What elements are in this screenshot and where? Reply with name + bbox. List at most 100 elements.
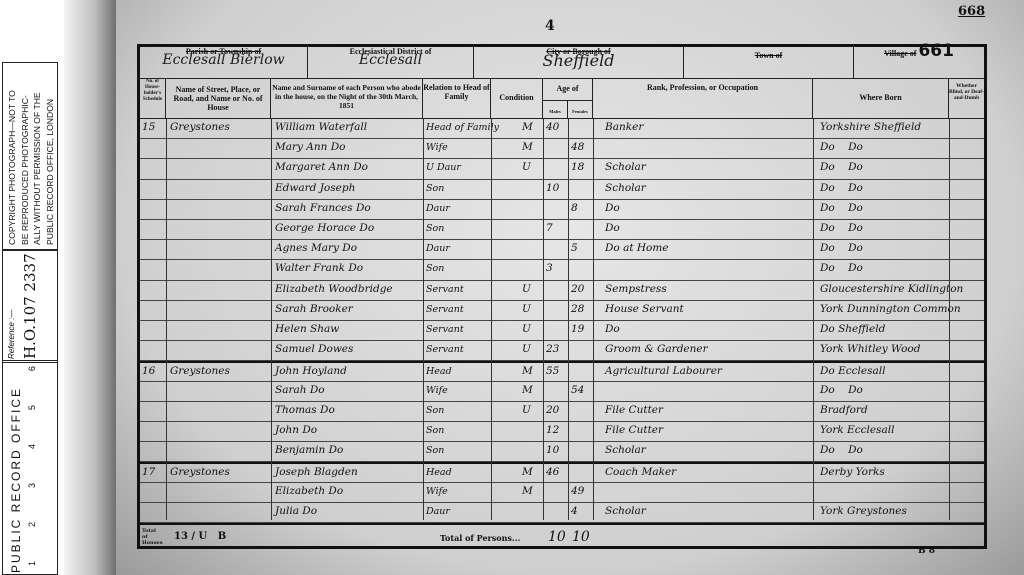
total-females: 10 [572,529,590,545]
relation: Servant [426,283,464,295]
column-rule [491,119,492,520]
relation: Daur [426,243,450,255]
village-label: Village of [884,49,917,58]
age-female: 4 [571,504,578,517]
person-name: John Do [275,424,318,436]
age-female: 5 [571,242,578,255]
ruler-scale: 1 2 3 4 5 6 [27,366,37,566]
age-female: 8 [571,201,578,214]
condition: M [522,365,533,378]
person-name: Agnes Mary Do [275,242,358,255]
column-rule [271,119,272,520]
birthplace: York Dunnington Common [820,302,961,315]
condition: U [522,343,531,356]
occupation: Scholar [605,181,646,194]
copyright-notice: COPYRIGHT PHOTOGRAPH—NOT TO BE REPRODUCED… [6,90,56,245]
city-field: City or Borough of Sheffield [474,47,684,79]
parish-value: Ecclesall Bierlow [162,52,285,68]
schedule-number: 16 [142,365,156,378]
copyright-line: COPYRIGHT PHOTOGRAPH—NOT TO [7,90,17,245]
reference-number: H.O.107 2337 [21,253,39,359]
birthplace: Do Do [820,222,863,234]
table-row: Walter Frank Do Son 3 Do Do [140,260,984,281]
parish-label: Parish or Township of [185,47,262,56]
col-males: Males [543,101,568,119]
birthplace: Do Do [820,383,863,396]
table-row: Agnes Mary Do Daur 5 Do at Home Do Do [140,240,984,261]
table-row: Thomas Do Son U 20 File Cutter Bradford [140,402,984,422]
district-value: Ecclesall [358,52,423,68]
table-row: Elizabeth Woodbridge Servant U 20 Sempstress… [140,281,984,301]
birthplace: Do Ecclesall [820,365,886,378]
age-female: 54 [571,383,585,396]
age-female: 49 [571,484,585,497]
table-row: Sarah Do Wife M 54 Do Do [140,382,984,402]
age-female: 19 [571,323,585,335]
col-born: Where Born [813,79,949,119]
person-name: Benjamin Do [275,444,344,457]
relation: Son [426,445,445,457]
condition: U [522,161,531,174]
occupation: File Cutter [605,424,664,436]
city-value: Sheffield [542,51,615,70]
relation: Servant [426,303,464,315]
age-male: 7 [546,222,553,234]
column-rule [568,119,569,520]
table-row: Sarah Brooker Servant U 28 House Servant York… [140,301,984,321]
district-field: Ecclesiastical District of Ecclesall [308,47,474,79]
top-number: 4 [545,18,555,34]
relation: Servant [426,324,464,335]
birthplace: York Whitley Wood [820,343,921,356]
table-row: John Do Son 12 File Cutter York Ecclesall [140,422,984,443]
column-rule [166,119,167,520]
houses-total: 13 / U B [174,531,227,542]
table-row: Sarah Frances Do Daur 8 Do Do Do [140,200,984,220]
totals-row: Total of Houses 13 / U B Total of Person… [140,523,984,549]
office-label: PUBLIC RECORD OFFICE [9,386,23,573]
age-male: 40 [546,121,560,133]
table-row: Helen Shaw Servant U 19 Do Do Sheffield [140,321,984,342]
occupation: Do at Home [605,242,669,255]
scale-number: 4 [27,444,37,450]
table-row: 15 Greystones William Waterfall Head of Fam… [140,119,984,140]
birthplace: Do Do [820,161,863,174]
column-rule [423,119,424,520]
schedule-number: 17 [142,466,156,479]
age-male: 23 [546,343,560,356]
record-office-stamp: PUBLIC RECORD OFFICE 1 2 3 4 5 6 Reference :—… [0,0,64,575]
column-rule [593,119,594,520]
relation: Son [426,263,445,275]
condition: U [522,282,531,295]
person-name: Helen Shaw [275,323,340,335]
occupation: Agricultural Labourer [605,365,722,378]
relation: Head of Family [426,122,499,133]
relation: Son [426,425,445,436]
relation: Son [426,223,445,234]
table-row: George Horace Do Son 7 Do Do Do [140,220,984,241]
birthplace: Do Do [820,444,863,457]
col-occupation: Rank, Profession, or Occupation [593,79,813,119]
street-name: Greystones [170,121,230,133]
relation: Head [426,366,452,378]
birthplace: Do Do [820,262,863,275]
col-blind: Whether Blind, or Deaf-and-Dumb [949,79,984,119]
birthplace: Yorkshire Sheffield [820,121,922,133]
condition: U [522,403,531,416]
relation: Wife [426,384,448,396]
town-field: Town of [684,47,854,79]
scale-number: 6 [27,366,37,372]
person-name: Samuel Dowes [275,343,354,356]
street-name: Greystones [170,466,230,479]
col-females: Females [568,101,593,119]
relation: Son [426,404,445,416]
age-male: 46 [546,466,560,479]
person-name: Walter Frank Do [275,262,364,275]
total-males: 10 [548,529,566,545]
occupation: Do [605,201,620,214]
table-row: Samuel Dowes Servant U 23 Groom & Gardener Yo… [140,341,984,362]
relation: U Daur [426,162,461,174]
occupation: Scholar [605,444,646,457]
occupation: House Servant [605,302,684,315]
person-name: Julia Do [275,504,318,517]
age-male: 55 [546,365,560,378]
